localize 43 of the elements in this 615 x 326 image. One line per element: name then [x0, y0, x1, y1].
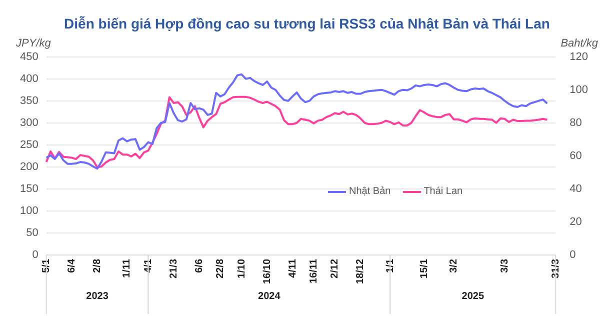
- y-axis-title: JPY/kg: [15, 37, 52, 50]
- x-tick-label: 1/1: [384, 258, 396, 273]
- y2-tick-label: 0: [570, 249, 576, 262]
- x-tick-label: 2/12: [330, 258, 341, 278]
- y-tick-label: 50: [26, 226, 38, 239]
- y2-tick-label: 100: [570, 84, 588, 96]
- x-tick-label: 3/3: [499, 258, 510, 273]
- x-tick-label: 4/11: [287, 258, 298, 278]
- text: 2023: [86, 290, 109, 302]
- y-tick-label: 150: [20, 182, 38, 195]
- x-tick-label: 1/10: [236, 258, 248, 278]
- y-tick-label: 300: [20, 116, 38, 129]
- y-tick-label: 250: [20, 138, 38, 151]
- y2-tick-label: 40: [570, 182, 582, 195]
- x-tick-label: 18/12: [355, 258, 366, 284]
- y2-axis-title: Baht/kg: [560, 37, 599, 50]
- x-tick-label: 2/8: [92, 258, 104, 273]
- legend-label: Nhật Bản: [349, 186, 391, 197]
- x-tick-label: 16/10: [262, 258, 273, 284]
- text: 2025: [462, 290, 484, 302]
- y-tick-label: 200: [20, 160, 38, 173]
- x-tick-label: 22/8: [215, 258, 226, 278]
- y2-tick-label: 60: [570, 150, 582, 162]
- y2-tick-label: 80: [570, 116, 582, 129]
- x-tick-label: 1/11: [122, 258, 133, 278]
- chart-title: Diễn biến giá Hợp đồng cao su tương lai RSS3 của Nhật Bản và Thái Lan: [64, 15, 550, 32]
- y-tick-label: 400: [20, 72, 38, 85]
- y-tick-label: 350: [20, 94, 38, 107]
- x-tick-label: 21/3: [168, 258, 180, 278]
- y-tick-label: 100: [20, 204, 38, 217]
- x-tick-label: 6/4: [66, 258, 78, 273]
- x-tick-label: 15/1: [418, 258, 430, 278]
- y-tick-label: 450: [20, 50, 38, 63]
- x-tick-label: 6/6: [194, 258, 205, 273]
- x-tick-label: 16/11: [308, 258, 320, 284]
- y2-tick-label: 120: [570, 50, 588, 63]
- y2-tick-label: 20: [570, 216, 582, 228]
- x-tick-label: 31/3: [550, 258, 562, 278]
- text: 2024: [258, 290, 281, 302]
- x-tick-label: 3/2: [448, 258, 460, 273]
- y-tick-label: 0: [32, 249, 38, 262]
- legend-label: Thái Lan: [424, 186, 463, 197]
- x-tick-label: 5/1: [41, 258, 52, 273]
